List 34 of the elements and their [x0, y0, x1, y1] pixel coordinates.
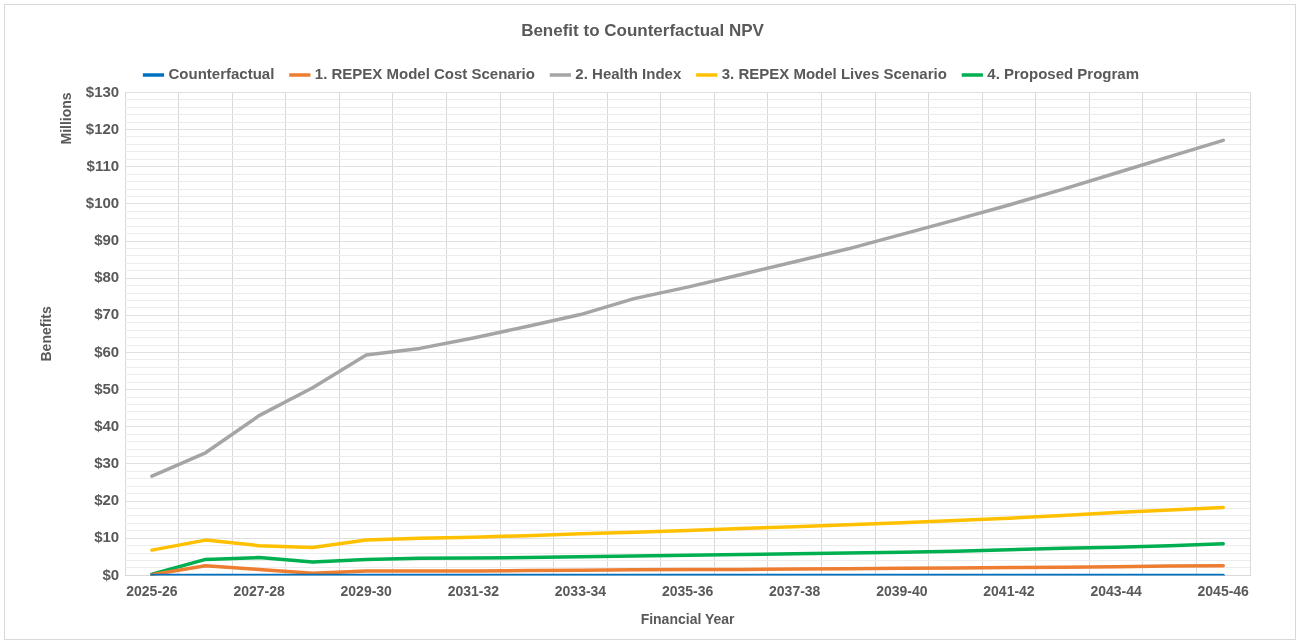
y-tick-label: $10: [94, 528, 120, 546]
x-tick-label: 2037-38: [769, 582, 821, 599]
x-tick-label: 2043-44: [1090, 582, 1142, 599]
legend-label: 1. REPEX Model Cost Scenario: [314, 65, 535, 83]
legend-label: 3. REPEX Model Lives Scenario: [721, 65, 947, 83]
legend-label: 4. Proposed Program: [987, 65, 1140, 83]
y-tick-label: $90: [94, 231, 120, 249]
x-tick-label: 2027-28: [233, 582, 285, 599]
x-tick-label: 2025-26: [126, 582, 178, 599]
x-tick-label: 2041-42: [983, 582, 1035, 599]
y-tick-label: $80: [94, 268, 120, 286]
y-tick-label: $70: [94, 305, 120, 323]
y-tick-label: $0: [102, 565, 120, 583]
x-tick-label: 2035-36: [661, 582, 714, 599]
x-tick-label: 2045-46: [1197, 582, 1250, 599]
y-tick-label: $100: [85, 194, 120, 211]
y-tick-label: $20: [94, 491, 120, 509]
y-tick-label: $110: [86, 156, 120, 174]
x-tick-label: 2033-34: [554, 582, 607, 599]
x-tick-label: 2031-32: [447, 582, 500, 599]
text: Millions: [58, 92, 75, 145]
legend-label: Counterfactual: [168, 65, 275, 83]
y-axis-title: Benefits: [38, 306, 55, 362]
y-tick-label: $40: [94, 416, 120, 434]
x-tick-label: 2039-40: [876, 582, 928, 599]
chart-title: Benefit to Counterfactual NPV: [521, 20, 765, 40]
y-tick-label: $60: [94, 342, 120, 360]
x-axis-title: Financial Year: [640, 611, 736, 628]
legend-label: 2. Health Index: [575, 65, 682, 83]
y-tick-label: $50: [94, 379, 120, 397]
y-tick-label: $30: [94, 454, 120, 472]
y-tick-label: $130: [85, 82, 120, 100]
x-tick-label: 2029-30: [340, 582, 393, 599]
y-tick-label: $120: [85, 119, 120, 137]
